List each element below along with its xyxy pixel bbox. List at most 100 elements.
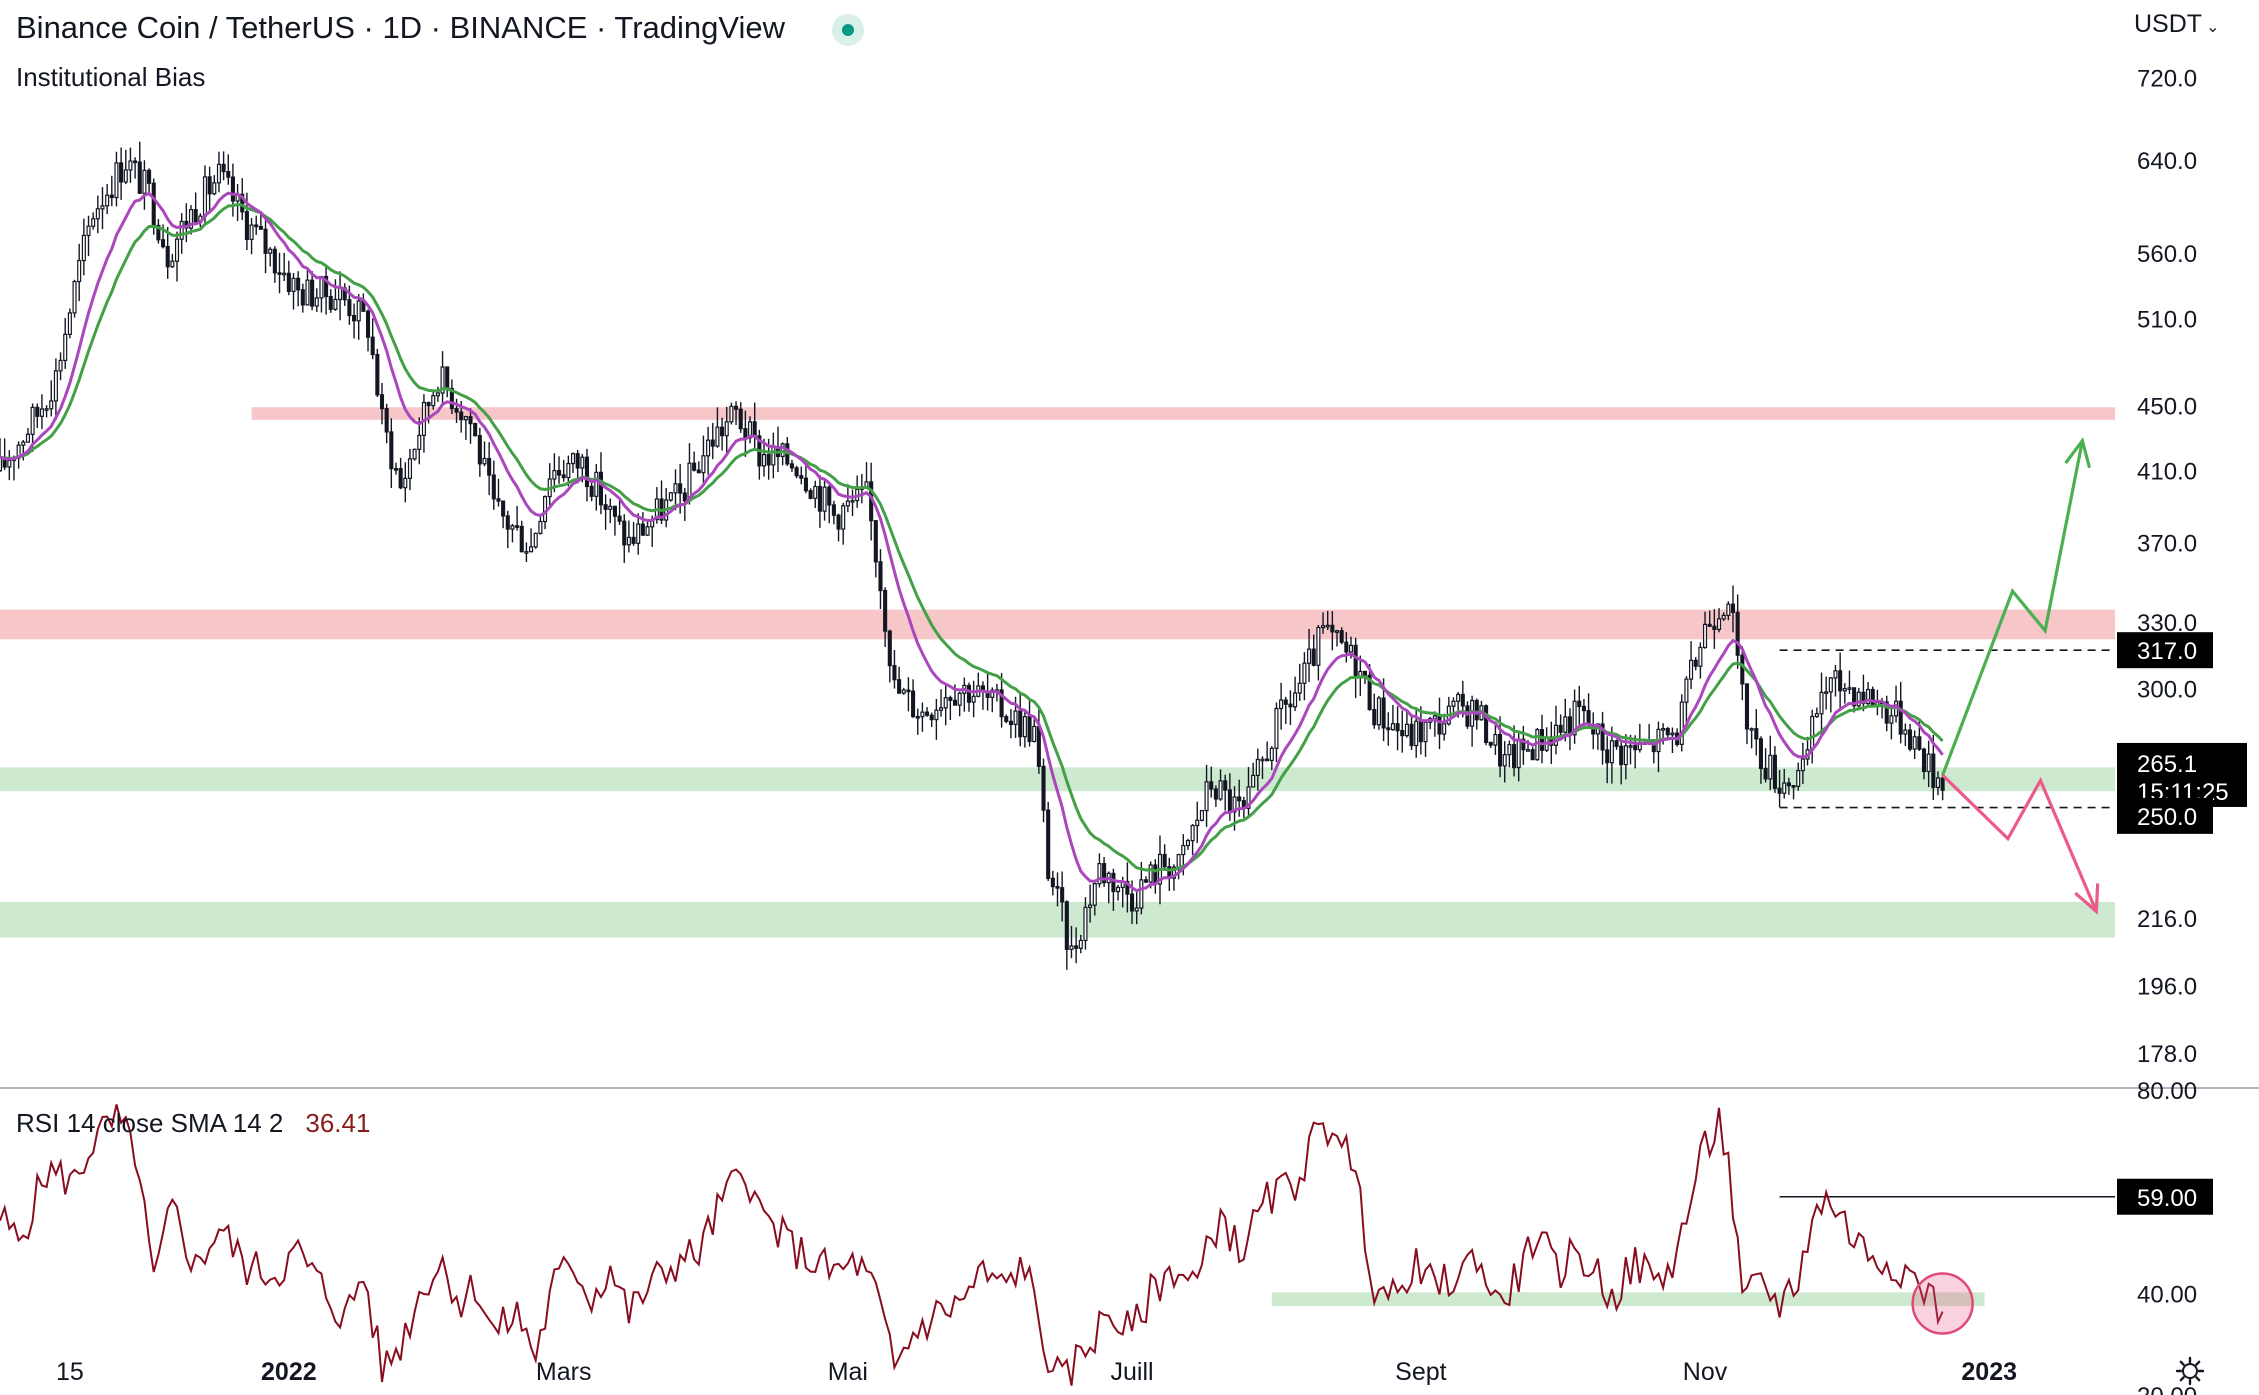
indicator-name[interactable]: Institutional Bias — [16, 62, 206, 92]
candle-body — [1884, 701, 1889, 724]
candle-body — [1847, 687, 1852, 690]
candle-body — [738, 408, 743, 430]
candle-body — [1800, 758, 1805, 772]
candle-body — [873, 520, 878, 563]
candle-body — [86, 225, 91, 237]
candle-body — [1064, 901, 1069, 950]
gear-icon[interactable] — [2175, 1356, 2205, 1386]
candle-body — [1721, 614, 1726, 620]
candle-body — [1041, 765, 1046, 811]
candle-body — [771, 446, 776, 466]
candle-body — [1511, 744, 1517, 769]
candle-body — [109, 194, 114, 199]
candle-body — [1810, 715, 1815, 751]
candle-body — [1232, 796, 1237, 813]
candle-body — [347, 299, 352, 317]
bull-projection-path — [1941, 440, 2084, 776]
candle-body — [817, 485, 822, 512]
candle-body — [244, 211, 249, 240]
candle-body — [1199, 809, 1204, 821]
candle-body — [7, 459, 12, 468]
price-tick-label: 216.0 — [2137, 906, 2197, 933]
candle-body — [352, 314, 357, 322]
time-axis-layer: 15 2022 Mars Mai Juill Sept Nov 2023 — [56, 1358, 2017, 1386]
candle-body — [1833, 670, 1838, 679]
candle-body — [263, 228, 268, 254]
candle-body — [1437, 715, 1442, 735]
candle-body — [1171, 866, 1177, 879]
candle-body — [482, 457, 487, 465]
candle-body — [1786, 782, 1791, 787]
candle-body — [1498, 733, 1503, 767]
candle-body — [1027, 716, 1032, 743]
candle-body — [911, 690, 916, 718]
candle-body — [0, 456, 3, 472]
candle-body — [338, 287, 343, 301]
candle-body — [393, 467, 399, 471]
candle-body — [49, 400, 54, 410]
candle-body — [1777, 787, 1782, 794]
candle-body — [1758, 738, 1763, 770]
candle-body — [966, 684, 972, 703]
candle-body — [1302, 662, 1307, 684]
candle-body — [766, 453, 771, 466]
candle-body — [1297, 682, 1302, 694]
candle-body — [1190, 824, 1195, 842]
ema-fast-line — [0, 191, 1944, 893]
candle-body — [1265, 758, 1270, 762]
candle-body — [626, 536, 631, 546]
candle-body — [487, 457, 492, 476]
candle-body — [1600, 723, 1605, 751]
candle-body — [1456, 693, 1461, 702]
candle-body — [543, 495, 548, 523]
candle-body — [1274, 707, 1279, 749]
candle-body — [389, 431, 394, 470]
candle-body — [566, 462, 571, 479]
candle-body — [1344, 641, 1349, 653]
candle-body — [412, 448, 417, 460]
candle-body — [734, 405, 739, 410]
candle-body — [1237, 796, 1242, 802]
candle-body — [1036, 725, 1041, 767]
currency-label: USDT — [2134, 10, 2203, 38]
candle-body — [594, 471, 599, 497]
candle-body — [1838, 670, 1843, 692]
price-tick-label: 196.0 — [2137, 974, 2197, 1001]
currency-selector[interactable]: USDT ⌄ — [2134, 10, 2219, 39]
candle-body — [1577, 700, 1582, 708]
candle-body — [715, 426, 720, 447]
candle-body — [81, 234, 86, 262]
candle-body — [1828, 677, 1833, 693]
candle-body — [971, 695, 976, 703]
candle-body — [612, 505, 617, 517]
moving-averages-layer — [0, 191, 1944, 893]
candle-body — [291, 277, 296, 292]
candle-body — [1782, 782, 1787, 794]
rsi-indicator-label[interactable]: RSI 14 close SMA 14 2 36.41 — [16, 1108, 370, 1139]
candle-body — [305, 279, 310, 306]
candle-body — [1400, 729, 1405, 737]
candle-body — [841, 505, 846, 530]
candle-body — [193, 209, 198, 223]
candle-body — [459, 411, 464, 421]
bear-arrow-head — [2074, 883, 2100, 915]
candle-body — [1083, 906, 1088, 942]
candle-body — [952, 699, 958, 706]
time-tick-label: 2023 — [1961, 1358, 2017, 1386]
candle-body — [1181, 844, 1186, 856]
candle-body — [1744, 683, 1750, 730]
candle-body — [1362, 670, 1368, 676]
candle-body — [845, 500, 850, 507]
candle-body — [682, 492, 687, 502]
candle-body — [1116, 886, 1121, 893]
candle-body — [137, 161, 142, 194]
candle-body — [1032, 725, 1037, 743]
candle-body — [799, 475, 804, 479]
candle-body — [1940, 777, 1945, 791]
candle-body — [30, 406, 35, 435]
candle-body — [1279, 699, 1284, 710]
candle-body — [1460, 693, 1465, 707]
candle-body — [598, 471, 604, 506]
candle-body — [491, 474, 496, 500]
